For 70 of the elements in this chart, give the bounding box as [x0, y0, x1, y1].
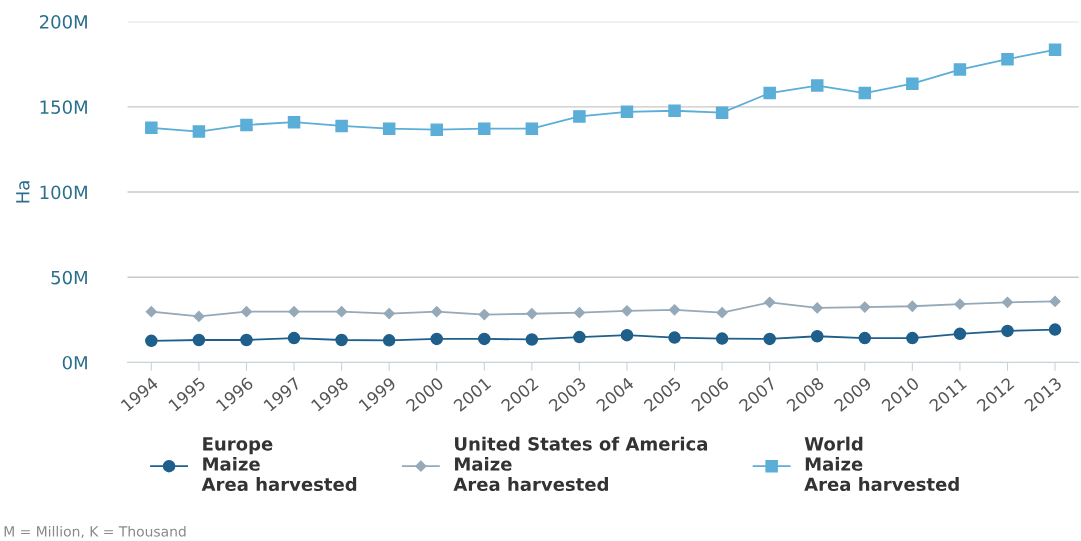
- point: [383, 307, 395, 320]
- point: [1048, 323, 1062, 336]
- point: [668, 304, 681, 316]
- point: [810, 329, 824, 343]
- legend-label: World Maize Area harvested: [804, 436, 959, 492]
- point: [526, 308, 538, 320]
- point: [716, 307, 728, 319]
- point: [810, 79, 824, 92]
- point: [764, 296, 776, 308]
- point: [525, 122, 539, 135]
- y-tick-label: 150M: [40, 100, 87, 114]
- point: [906, 77, 919, 90]
- point: [240, 306, 253, 318]
- legend-label: United States of America Maize Area harvested: [453, 436, 708, 492]
- point: [335, 119, 348, 133]
- point: [478, 308, 490, 321]
- point: [906, 300, 918, 312]
- point: [763, 86, 776, 100]
- point: [620, 328, 634, 342]
- point: [573, 307, 586, 319]
- point: [953, 327, 967, 341]
- point: [478, 122, 491, 135]
- point: [811, 302, 823, 314]
- point: [287, 115, 301, 129]
- point: [145, 121, 158, 135]
- point: [240, 333, 253, 347]
- point: [288, 306, 300, 318]
- point: [858, 331, 872, 345]
- point: [287, 331, 301, 345]
- point: [145, 306, 157, 318]
- point: [1001, 324, 1014, 338]
- point: [1049, 295, 1061, 308]
- legend-label: Europe Maize Area harvested: [201, 437, 357, 492]
- point: [1001, 52, 1014, 66]
- y-tick-label: 0M: [62, 355, 87, 370]
- y-tick-label: 200M: [39, 15, 87, 29]
- point: [192, 333, 206, 347]
- point: [621, 305, 633, 317]
- point: [240, 118, 253, 132]
- point: [953, 63, 967, 76]
- point: [668, 331, 681, 344]
- point: [382, 122, 396, 135]
- point: [715, 106, 729, 119]
- point: [573, 330, 586, 344]
- point: [335, 306, 348, 318]
- point: [1048, 43, 1062, 57]
- point: [525, 333, 539, 346]
- point: [430, 123, 443, 136]
- point: [335, 333, 348, 347]
- point: [620, 105, 634, 119]
- y-tick-label: 50M: [51, 270, 87, 285]
- point: [715, 332, 729, 345]
- point: [192, 125, 206, 138]
- y-tick-label: 100M: [40, 185, 87, 200]
- text: M = Million, K = Thousand: [4, 525, 186, 539]
- point: [858, 86, 872, 100]
- point: [859, 301, 871, 313]
- point: [763, 332, 776, 346]
- point: [668, 104, 681, 118]
- y-axis-title: Ha: [16, 181, 30, 203]
- point: [478, 332, 491, 346]
- point: [906, 331, 919, 345]
- point: [431, 306, 443, 318]
- point: [193, 310, 205, 323]
- point: [573, 110, 586, 123]
- point: [382, 334, 396, 347]
- point: [430, 332, 443, 346]
- point: [954, 298, 966, 310]
- point: [145, 334, 158, 348]
- point: [1001, 296, 1014, 308]
